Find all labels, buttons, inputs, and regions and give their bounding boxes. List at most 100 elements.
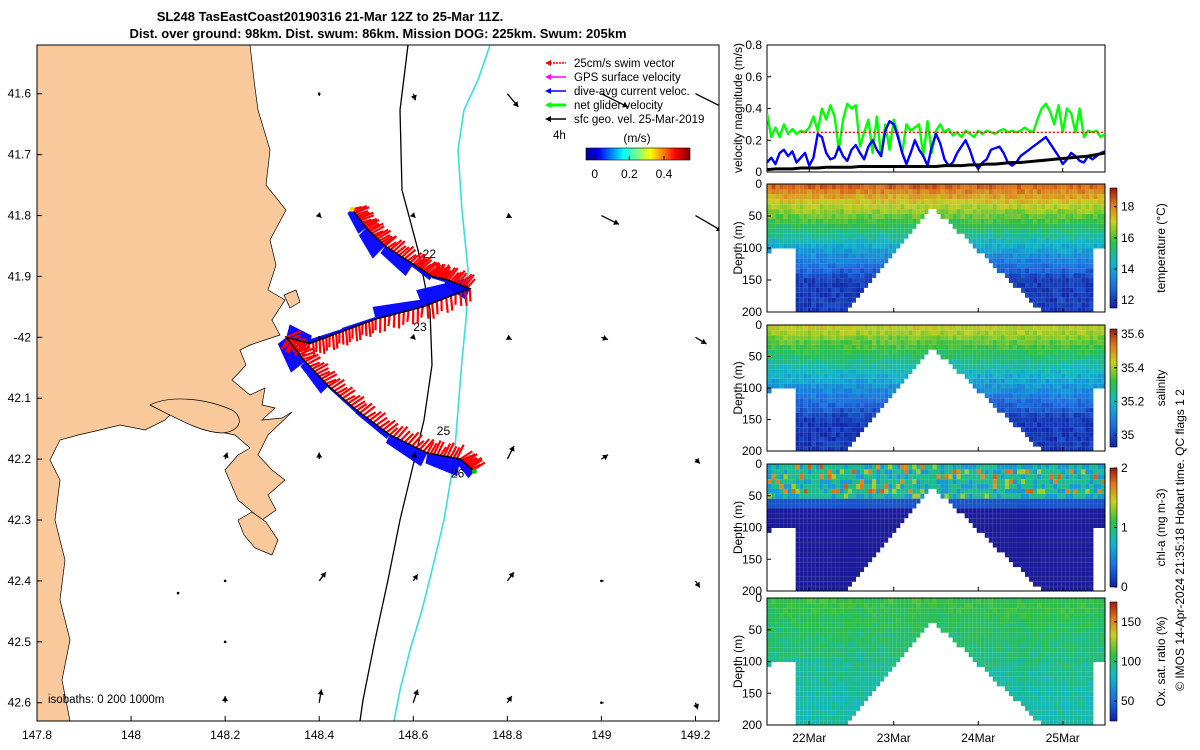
geo-vector-head	[505, 212, 512, 219]
section-cell	[980, 204, 985, 210]
section-cell	[1073, 542, 1078, 548]
section-cell	[1081, 562, 1086, 568]
section-cell	[1008, 199, 1013, 205]
swim-vector	[416, 257, 428, 268]
section-cell	[1053, 576, 1058, 582]
section-cell	[799, 493, 804, 499]
section-cell	[900, 359, 905, 365]
section-cell	[1016, 184, 1021, 190]
section-cell	[1012, 189, 1017, 195]
section-cell	[1016, 258, 1021, 264]
section-cell	[908, 194, 913, 200]
section-cell	[1069, 218, 1074, 224]
section-cell	[988, 503, 993, 509]
section-cell	[1041, 432, 1046, 437]
section-cell	[839, 243, 844, 249]
section-cell	[775, 378, 780, 384]
section-cell	[864, 542, 869, 548]
section-cell	[1061, 479, 1066, 485]
section-cell	[1008, 335, 1013, 341]
section-cell	[1077, 537, 1082, 543]
section-cell	[1008, 364, 1013, 370]
section-cell	[896, 184, 901, 190]
section-cell	[831, 562, 836, 568]
section-cell	[783, 369, 788, 374]
section-cell	[1004, 393, 1009, 399]
section-cell	[924, 189, 929, 195]
section-cell	[852, 330, 857, 336]
section-cell	[916, 199, 921, 205]
section-cell	[888, 503, 893, 509]
section-cell	[767, 484, 772, 489]
section-cell	[1029, 436, 1034, 442]
map-ytick-label: -42	[14, 330, 32, 344]
section-cell	[1000, 189, 1005, 195]
section-cell	[900, 369, 905, 374]
section-cell	[880, 388, 885, 394]
section-cell	[852, 537, 857, 543]
section-cell	[1061, 223, 1066, 229]
swim-vector	[420, 306, 424, 318]
section-cell	[1061, 532, 1066, 538]
section-cell	[1016, 359, 1021, 365]
section-cell	[1012, 184, 1017, 190]
section-cell	[1008, 479, 1013, 485]
section-cell	[1097, 359, 1102, 365]
section-cell	[1033, 436, 1038, 442]
section-cell	[847, 238, 852, 244]
section-cell	[1077, 194, 1082, 200]
section-cell	[1012, 344, 1017, 350]
section-cell	[1008, 209, 1013, 215]
section-colorbar-tick-label: 35.2	[1121, 394, 1145, 408]
section-cell	[811, 238, 816, 244]
section-cell	[1021, 518, 1026, 524]
section-cell	[868, 204, 873, 210]
section-cell	[835, 441, 840, 447]
section-cell	[888, 523, 893, 528]
section-cell	[1077, 398, 1082, 404]
section-cell	[1041, 218, 1046, 224]
section-cell	[807, 335, 812, 341]
section-cell	[872, 383, 877, 389]
section-cell	[795, 354, 800, 360]
section-cell	[839, 432, 844, 437]
section-cell	[1021, 364, 1026, 370]
section-cell	[1033, 518, 1038, 524]
section-cell	[771, 344, 776, 350]
section-cell	[767, 335, 772, 341]
section-cell	[1041, 403, 1046, 408]
section-cell	[779, 359, 784, 365]
section-cell	[771, 194, 776, 200]
section-cell	[884, 398, 889, 404]
section-cell	[831, 484, 836, 489]
section-cell	[847, 488, 852, 494]
section-cell	[827, 432, 832, 437]
section-cell	[819, 273, 824, 279]
section-cell	[904, 369, 909, 374]
velocity-frame	[766, 44, 1106, 173]
section-cell	[1069, 417, 1074, 423]
section-cell	[803, 282, 808, 288]
section-cell	[948, 349, 953, 355]
section-cell	[856, 547, 861, 553]
section-cell	[852, 552, 857, 558]
section-cell	[880, 238, 885, 244]
section-cell	[1029, 484, 1034, 489]
section-cell	[815, 330, 820, 336]
section-cell	[1073, 586, 1078, 592]
dive-avg-current-band	[358, 227, 386, 259]
section-cell	[856, 228, 861, 234]
section-cell	[771, 369, 776, 374]
section-cell	[996, 340, 1001, 345]
section-cell	[1021, 258, 1026, 264]
section-cell	[843, 189, 848, 195]
section-cell	[1037, 537, 1042, 543]
section-cell	[827, 562, 832, 568]
section-cell	[860, 503, 865, 509]
section-cell	[1021, 273, 1026, 279]
section-cell	[1029, 479, 1034, 485]
section-cell	[1004, 528, 1009, 533]
section-cell	[831, 325, 836, 331]
section-cell	[799, 359, 804, 365]
section-cell	[771, 523, 776, 528]
